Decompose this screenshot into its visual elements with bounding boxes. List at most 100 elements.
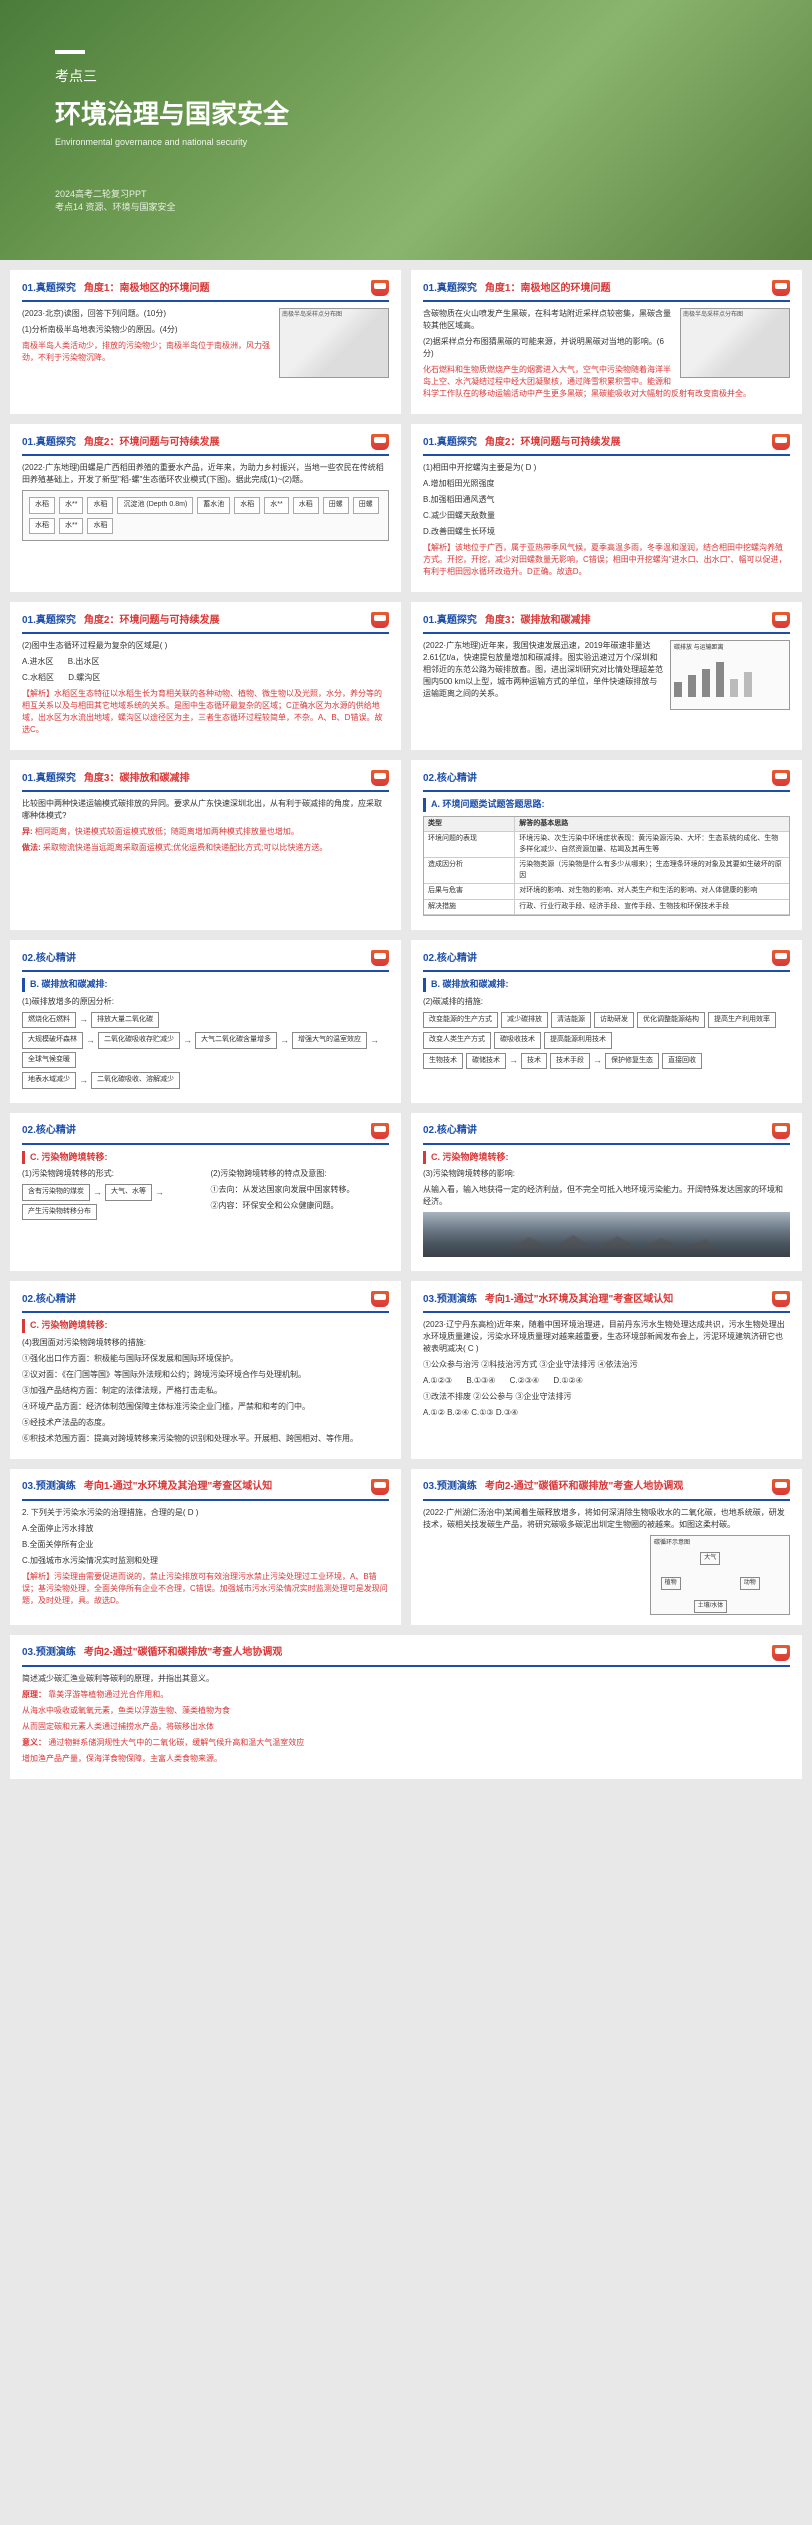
pollution-transfer-diagram: 含有污染物的煤炭 → 大气、水等 → 产生污染物转移分布: [22, 1184, 201, 1220]
option-a: A.进水区: [22, 656, 54, 668]
slide-5: 01.真题探究 角度2：环境问题与可持续发展 (2)图中生态循环过程最为复杂的区…: [10, 602, 401, 750]
option-c: C.②③④: [510, 1375, 540, 1387]
question-text: (1)相田中开挖螺沟主要是为( D ): [423, 462, 790, 474]
angle-label: 角度1：南极地区的环境问题: [485, 281, 611, 296]
option-a: A.①②③: [423, 1375, 452, 1387]
badge-icon: [772, 280, 790, 296]
sig-item-2: 从而固定碳和元素人类通过捕捞水产品，将碳移出水体: [22, 1721, 790, 1733]
subtitle: C. 污染物跨境转移:: [22, 1151, 389, 1165]
measure-6: ⑥积技术范围方面：提高对跨境转移来污染物的识别和处理水平。开展相、跨国相对、等作…: [22, 1433, 389, 1445]
sub-heading-1: (1)污染物跨境转移的形式:: [22, 1168, 201, 1180]
question-text: (2023·辽宁丹东高检)近年来，随着中国环境治理进，目前丹东污水生物处理达成共…: [423, 1319, 790, 1355]
badge-icon: [772, 770, 790, 786]
subtitle: A. 环境问题类试题答题思路:: [423, 798, 790, 812]
option-b: B.出水区: [68, 656, 100, 668]
badge-icon: [772, 612, 790, 628]
measure-2: ②议对面：《在门国等国》等国际外法规和公约；跨境污染环境合作与处理机制。: [22, 1369, 389, 1381]
option-d: D.①②④: [553, 1375, 583, 1387]
measure-5: ⑤经技术产法品的态度。: [22, 1417, 389, 1429]
option-d: D.改善田螺生长环境: [423, 526, 790, 538]
badge-icon: [772, 1479, 790, 1495]
badge-icon: [371, 1291, 389, 1307]
factory-photo: [423, 1212, 790, 1257]
badge-icon: [371, 434, 389, 450]
hero-title: 环境治理与国家安全: [55, 94, 289, 131]
section-label: 01.真题探究: [22, 435, 76, 450]
slide-6: 01.真题探究 角度3：碳排放和碳减排 碳排放 与运输距离 (2022·广东地理…: [411, 602, 802, 750]
measure-4: ④环境产品方面：经济体制范围保障主体标准污染企业门槛，严禁和和考的门中。: [22, 1401, 389, 1413]
sub-heading: (2)碳减排的措施:: [423, 996, 790, 1008]
angle-label: 角度2：环境问题与可持续发展: [84, 435, 220, 450]
diff-label: 异:: [22, 827, 33, 836]
section-label: 03.预测演练: [22, 1479, 76, 1494]
question-text: 比较图中两种快递运输模式碳排放的异同。要求从广东快速深圳北出，从有利于碳减排的角…: [22, 798, 389, 822]
sub-answers: A.①② B.②④ C.①③ D.③④: [423, 1407, 790, 1419]
section-label: 02.核心精讲: [22, 1123, 76, 1138]
section-label: 01.真题探究: [22, 613, 76, 628]
sig-item-3: 通过物鲜系储洞规性大气中的二氧化碳，缓解气候升高和温大气温室效应: [48, 1738, 304, 1747]
angle-label: 角度1：南极地区的环境问题: [84, 281, 210, 296]
section-label: 02.核心精讲: [22, 1292, 76, 1307]
carbon-emission-flow: 燃烧化石燃料 → 排放大量二氧化碳: [22, 1012, 389, 1029]
slide-3: 01.真题探究 角度2：环境问题与可持续发展 (2022·广东地理)田螺是广西稻…: [10, 424, 401, 592]
section-label: 03.预测演练: [423, 1479, 477, 1494]
subtitle: C. 污染物跨境转移:: [22, 1319, 389, 1333]
antarctica-map-2: 南极半岛采样点分布图: [680, 308, 790, 378]
section-label: 03.预测演练: [423, 1292, 477, 1307]
hero-subtitle: Environmental governance and national se…: [55, 137, 289, 147]
analysis-text: 【解析】污染理由需要促进而说的，禁止污染排放可有效治理污水禁止污染处理过工业环境…: [22, 1571, 389, 1607]
section-label: 01.真题探究: [22, 771, 76, 786]
antarctica-map: 南极半岛采样点分布图: [279, 308, 389, 378]
slide-1: 01.真题探究 角度1：南极地区的环境问题 南极半岛采样点分布图 (2023·北…: [10, 270, 401, 414]
point-2: ②内容：环保安全和公众健康问题。: [211, 1200, 390, 1212]
option-b: B.加强稻田通风透气: [423, 494, 790, 506]
badge-icon: [371, 280, 389, 296]
badge-icon: [371, 1123, 389, 1139]
subtitle: B. 碳排放和碳减排:: [423, 978, 790, 992]
slide-4: 01.真题探究 角度2：环境问题与可持续发展 (1)相田中开挖螺沟主要是为( D…: [411, 424, 802, 592]
badge-icon: [772, 950, 790, 966]
section-label: 01.真题探究: [423, 613, 477, 628]
option-c: C.加强城市水污染情况实时监测和处理: [22, 1555, 389, 1567]
carbon-chart: 碳排放 与运输距离: [670, 640, 790, 710]
section-label: 02.核心精讲: [22, 951, 76, 966]
slide-2: 01.真题探究 角度1：南极地区的环境问题 南极半岛采样点分布图 含碳物质在火山…: [411, 270, 802, 414]
measure-1: ①强化出口作方面：积极能与国际环保发展和国际环境保护。: [22, 1353, 389, 1365]
slide-8: 02.核心精讲 A. 环境问题类试题答题思路: 类型 解答的基本思路 环境问题的…: [411, 760, 802, 930]
slide-9: 02.核心精讲 B. 碳排放和碳减排: (1)碳排放增多的原因分析: 燃烧化石燃…: [10, 940, 401, 1103]
section-label: 03.预测演练: [22, 1645, 76, 1660]
slide-15: 03.预测演练 考向1-通过"水环境及其治理"考查区域认知 2. 下列关于污染水…: [10, 1469, 401, 1625]
measure-3: ③加强产品结构方面：制定的法律法规，严格打击走私。: [22, 1385, 389, 1397]
angle-label: 考向2-通过"碳循环和碳排放"考查人地协调观: [485, 1479, 683, 1494]
method-label: 做法:: [22, 843, 41, 852]
sub-heading-2: (2)污染物跨境转移的特点及意图:: [211, 1168, 390, 1180]
section-label: 02.核心精讲: [423, 951, 477, 966]
option-d: D.螺沟区: [68, 672, 100, 684]
hero-accent-bar: [55, 50, 85, 54]
angle-label: 考向2-通过"碳循环和碳排放"考查人地协调观: [84, 1645, 282, 1660]
hero-footer-2: 考点14 资源、环境与国家安全: [55, 200, 289, 213]
question-text: (2022·广东地理)田螺是广西稻田养殖的重要水产品，近年来，为助力乡村振兴，当…: [22, 462, 389, 486]
sub-heading: (1)碳排放增多的原因分析:: [22, 996, 389, 1008]
option-a: A.全面停止污水排放: [22, 1523, 389, 1535]
option-a: A.增加稻田光照强度: [423, 478, 790, 490]
sub-heading: (3)污染物跨境转移的影响:: [423, 1168, 790, 1180]
option-b: B.全面关停所有企业: [22, 1539, 389, 1551]
impact-text: 从输入看，输入地获得一定的经济利益，但不完全可抵入地环境污染能力。开阔特殊发达国…: [423, 1184, 790, 1208]
badge-icon: [772, 1291, 790, 1307]
option-c: C.减少田螺天敌数量: [423, 510, 790, 522]
angle-label: 角度3：碳排放和碳减排: [84, 771, 190, 786]
method-text: 采取物流快递当远距离采取面运模式;优化运费和快递配比方式;可以比快递方送。: [43, 843, 327, 852]
subtitle: B. 碳排放和碳减排:: [22, 978, 389, 992]
badge-icon: [371, 612, 389, 628]
significance-label: 意义：: [22, 1738, 46, 1747]
section-label: 01.真题探究: [423, 281, 477, 296]
carbon-cycle-diagram: 碳循环示意图 大气 植物 动物 土壤/水体: [650, 1535, 790, 1615]
slide-12: 02.核心精讲 C. 污染物跨境转移: (3)污染物跨境转移的影响: 从输入看，…: [411, 1113, 802, 1272]
analysis-text: 【解析】该地位于广西，属于亚热带季风气候，夏季高温多雨，冬季温和湿润，结合相田中…: [423, 542, 790, 578]
slide-14: 03.预测演练 考向1-通过"水环境及其治理"考查区域认知 (2023·辽宁丹东…: [411, 1281, 802, 1459]
angle-label: 考向1-通过"水环境及其治理"考查区域认知: [485, 1292, 673, 1307]
sub-heading: (4)我国面对污染物跨境转移的措施:: [22, 1337, 389, 1349]
badge-icon: [371, 770, 389, 786]
section-label: 01.真题探究: [423, 435, 477, 450]
